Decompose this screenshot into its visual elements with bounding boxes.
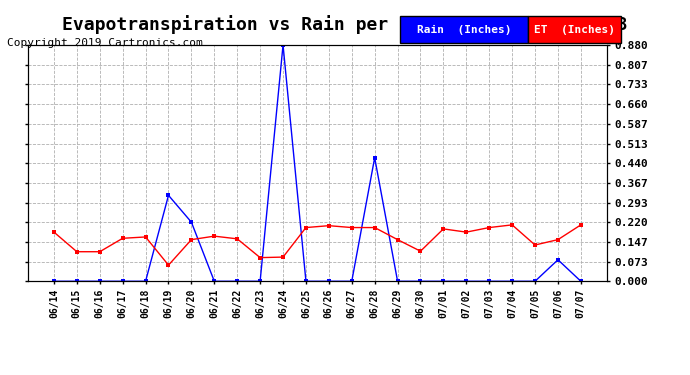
Text: Copyright 2019 Cartronics.com: Copyright 2019 Cartronics.com	[7, 38, 203, 48]
Text: ET  (Inches): ET (Inches)	[534, 25, 615, 34]
Text: Rain  (Inches): Rain (Inches)	[417, 25, 511, 34]
Text: Evapotranspiration vs Rain per Day (Inches) 20190708: Evapotranspiration vs Rain per Day (Inch…	[62, 15, 628, 34]
